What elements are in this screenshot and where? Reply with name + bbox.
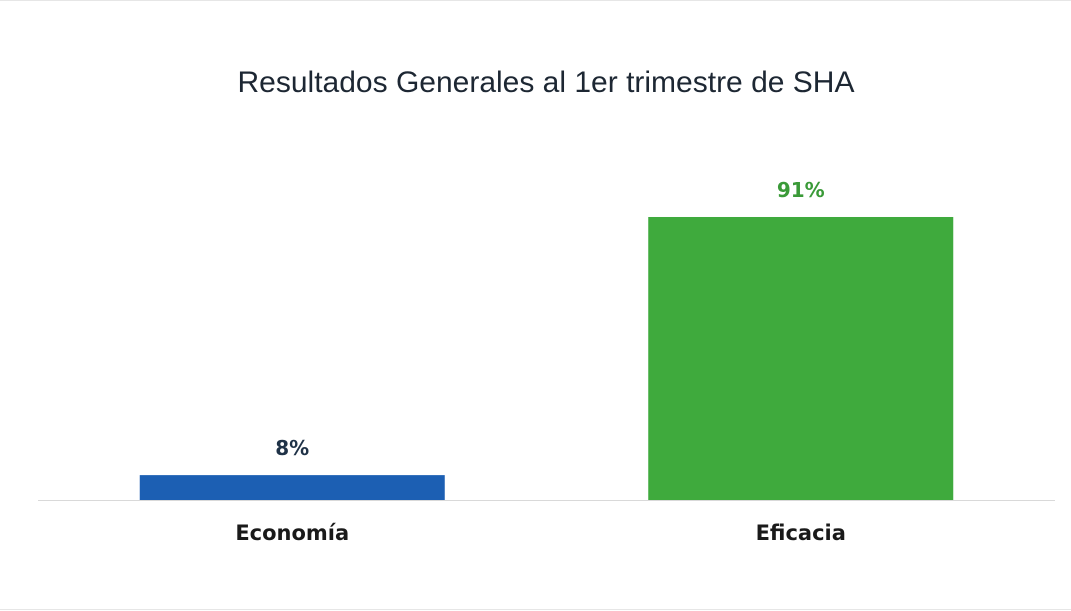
data-label-1: 91% [777,178,825,202]
bar-1 [648,216,954,501]
category-label-1: Eficacia [756,521,846,545]
bars-layer: 8% Economía 91% Eficacia [139,178,954,545]
bar-0 [139,475,445,500]
chart-title: Resultados Generales al 1er trimestre de… [238,66,855,99]
category-label-0: Economía [235,521,349,545]
data-label-0: 8% [275,436,309,460]
